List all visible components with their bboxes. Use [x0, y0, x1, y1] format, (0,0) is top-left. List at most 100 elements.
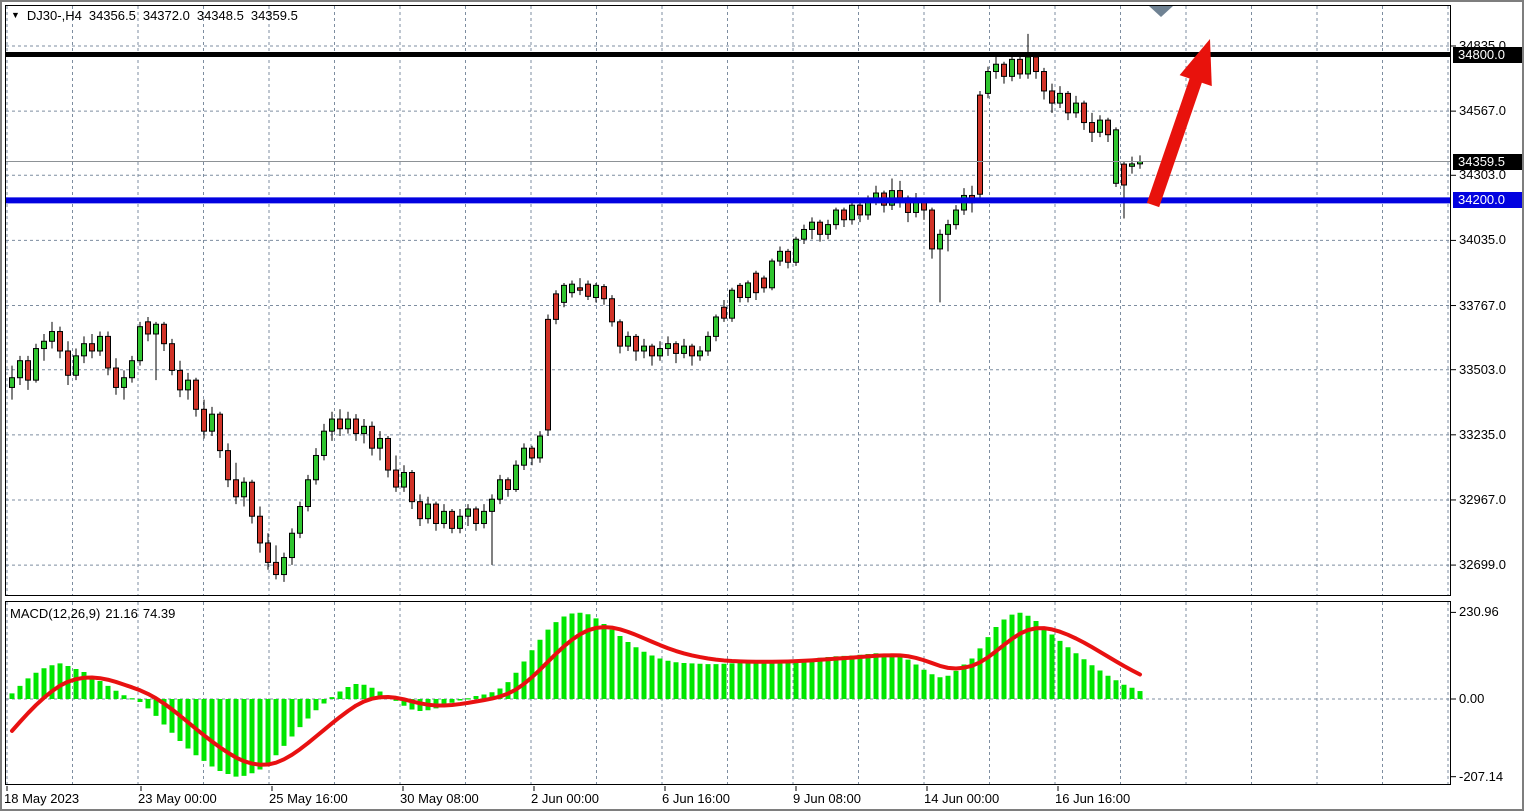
macd-bar — [161, 699, 167, 725]
macd-bar — [1121, 684, 1127, 699]
bull-candle — [641, 345, 647, 352]
bear-candle — [201, 408, 207, 432]
macd-bar — [761, 661, 767, 699]
macd-bar — [769, 661, 775, 699]
bull-candle — [9, 377, 15, 388]
bull-candle — [1025, 56, 1031, 75]
macd-bar — [705, 664, 711, 699]
macd-bar — [481, 694, 487, 699]
bear-candle — [449, 510, 455, 529]
bull-candle — [681, 345, 687, 354]
macd-bar — [257, 699, 263, 770]
macd-bar — [313, 699, 319, 711]
price-axis-label: 32967.0 — [1459, 491, 1506, 507]
bear-candle — [353, 418, 359, 435]
bull-candle — [489, 498, 495, 512]
price-badge-resistance: 34800.0 — [1453, 46, 1522, 63]
macd-bar — [585, 614, 591, 699]
bear-candle — [417, 501, 423, 520]
indicator-main-value: 21.16 — [105, 606, 138, 621]
macd-bar — [49, 665, 55, 699]
bull-candle — [809, 221, 815, 230]
bull-candle — [41, 340, 47, 350]
bull-candle — [1073, 102, 1079, 114]
macd-bar — [1017, 612, 1023, 699]
bull-candle — [697, 350, 703, 357]
time-axis-label: 14 Jun 00:00 — [924, 791, 1000, 806]
quote-high: 34372.0 — [142, 8, 190, 23]
bull-candle — [1097, 119, 1103, 133]
bear-candle — [105, 335, 111, 369]
bear-candle — [633, 335, 639, 352]
bear-candle — [1001, 63, 1007, 77]
bull-candle — [377, 437, 383, 449]
macd-bar — [657, 658, 663, 699]
time-axis-label: 30 May 08:00 — [400, 791, 479, 806]
macd-bar — [1065, 647, 1071, 699]
macd-bar — [641, 651, 647, 699]
symbol-dropdown-icon[interactable]: ▼ — [11, 10, 20, 20]
macd-bar — [865, 654, 871, 699]
bull-candle — [713, 316, 719, 337]
macd-bar — [457, 699, 463, 701]
bear-candle — [609, 298, 615, 323]
indicator-signal-value: 74.39 — [142, 606, 176, 621]
bull-candle — [481, 510, 487, 525]
macd-bar — [489, 692, 495, 699]
grid-layer — [6, 6, 1450, 784]
macd-bar — [753, 662, 759, 699]
macd-bar — [33, 672, 39, 699]
macd-bar — [913, 664, 919, 699]
macd-bar — [953, 670, 959, 699]
macd-bar — [945, 675, 951, 699]
indicator-label: MACD(12,26,9) 21.16 74.39 — [10, 606, 175, 621]
bull-candle — [833, 209, 839, 226]
macd-bar — [1089, 665, 1095, 699]
macd-bar — [1009, 614, 1015, 699]
macd-bar — [697, 663, 703, 699]
bull-candle — [321, 430, 327, 456]
macd-bar — [1025, 615, 1031, 699]
macd-bar — [321, 699, 327, 704]
bull-candle — [985, 71, 991, 94]
bull-candle — [801, 228, 807, 240]
macd-bar — [9, 693, 15, 699]
macd-bar — [809, 658, 815, 699]
bull-candle — [537, 435, 543, 459]
bear-candle — [89, 343, 95, 352]
bear-candle — [385, 437, 391, 471]
macd-bar — [889, 654, 895, 699]
bull-candle — [425, 503, 431, 520]
bull-candle — [33, 348, 39, 381]
macd-bar — [673, 662, 679, 699]
bull-candle — [521, 447, 527, 466]
macd-bar — [449, 699, 455, 703]
time-axis-label: 6 Jun 16:00 — [662, 791, 730, 806]
bear-candle — [577, 287, 583, 291]
macd-signal-line — [10, 625, 1142, 767]
bear-candle — [25, 360, 31, 381]
macd-bar — [857, 654, 863, 699]
bear-candle — [337, 418, 343, 430]
bear-candle — [409, 471, 415, 503]
bear-candle — [737, 284, 743, 299]
bear-candle — [473, 508, 479, 525]
time-axis-label: 23 May 00:00 — [138, 791, 217, 806]
macd-bar — [169, 699, 175, 733]
macd-bar — [233, 699, 239, 777]
macd-bar — [265, 699, 271, 764]
bear-candle — [225, 450, 231, 481]
bull-candle — [793, 238, 799, 263]
bull-candle — [289, 532, 295, 559]
bear-candle — [753, 272, 759, 294]
macd-bar — [129, 698, 135, 700]
macd-bar — [25, 678, 31, 699]
macd-bar — [121, 695, 127, 699]
macd-bar — [881, 654, 887, 699]
bull-candle — [241, 481, 247, 498]
bear-candle — [169, 343, 175, 371]
price-axis-label: 32699.0 — [1459, 557, 1506, 573]
bull-candle — [153, 323, 159, 335]
macd-bar — [345, 687, 351, 699]
